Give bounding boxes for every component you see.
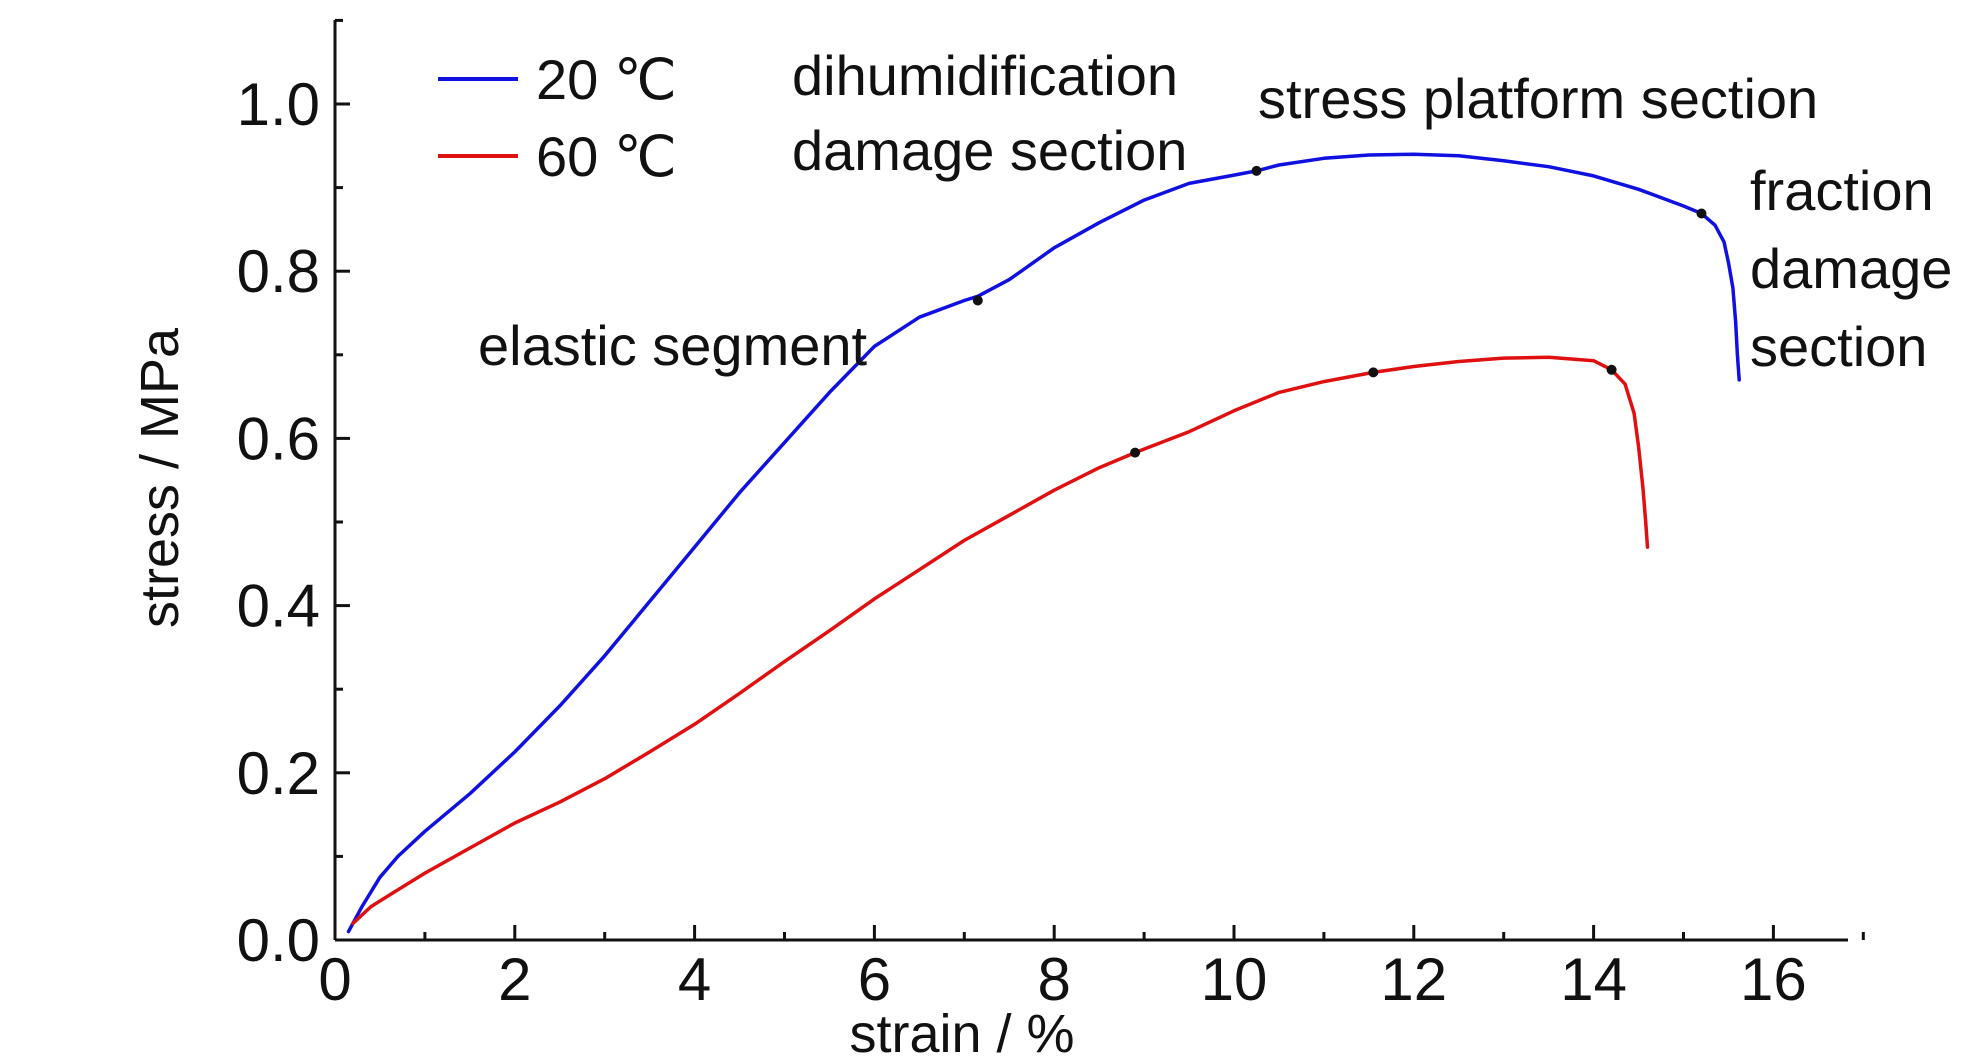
y-tick-label: 0.4: [237, 573, 320, 640]
annotation-dehumidification-line1: dihumidification: [792, 44, 1178, 107]
section-boundary-marker: [1368, 367, 1379, 378]
y-tick-label: 0.8: [237, 238, 320, 305]
series-line-60c: [351, 355, 1650, 926]
legend-label-20c: 20 ℃: [536, 48, 677, 111]
ticks: 0 2 4 6 8 10 12 14 16 0.0 0.2 0.4 0.6 0.8 1.0: [237, 18, 1865, 1013]
section-boundary-marker: [1606, 364, 1617, 375]
annotations: elastic segment dihumidification damage …: [478, 44, 1952, 378]
section-boundary-marker: [1251, 165, 1262, 176]
annotation-fraction-line1: fraction: [1750, 159, 1934, 222]
y-tick-label: 1.0: [237, 71, 320, 138]
x-tick-label: 6: [858, 946, 891, 1013]
x-axis-title: strain / %: [849, 1004, 1074, 1063]
section-boundary-marker: [1130, 447, 1141, 458]
y-axis-title: stress / MPa: [130, 327, 190, 628]
x-tick-label: 4: [678, 946, 711, 1013]
x-tick-label: 14: [1560, 946, 1627, 1013]
legend: 20 ℃ 60 ℃: [438, 48, 677, 188]
series-line-20c: [346, 152, 1741, 934]
x-tick-label: 2: [498, 946, 531, 1013]
x-tick-label: 8: [1038, 946, 1071, 1013]
x-tick-label: 0: [318, 946, 351, 1013]
legend-label-60c: 60 ℃: [536, 125, 677, 188]
x-tick-label: 12: [1380, 946, 1447, 1013]
annotation-fraction-line2: damage: [1750, 237, 1952, 300]
annotation-fraction-line3: section: [1750, 315, 1927, 378]
axes: [333, 20, 1848, 942]
annotation-dehumidification-line2: damage section: [792, 119, 1187, 182]
y-tick-label: 0.6: [237, 405, 320, 472]
x-tick-label: 16: [1740, 946, 1807, 1013]
section-boundary-marker: [1696, 208, 1707, 219]
annotation-elastic-segment: elastic segment: [478, 314, 868, 377]
y-tick-label: 0.0: [237, 907, 320, 974]
y-tick-label: 0.2: [237, 740, 320, 807]
series-layer: [346, 152, 1741, 934]
section-boundary-marker: [972, 295, 983, 306]
x-tick-label: 10: [1201, 946, 1268, 1013]
annotation-stress-platform: stress platform section: [1258, 67, 1818, 130]
